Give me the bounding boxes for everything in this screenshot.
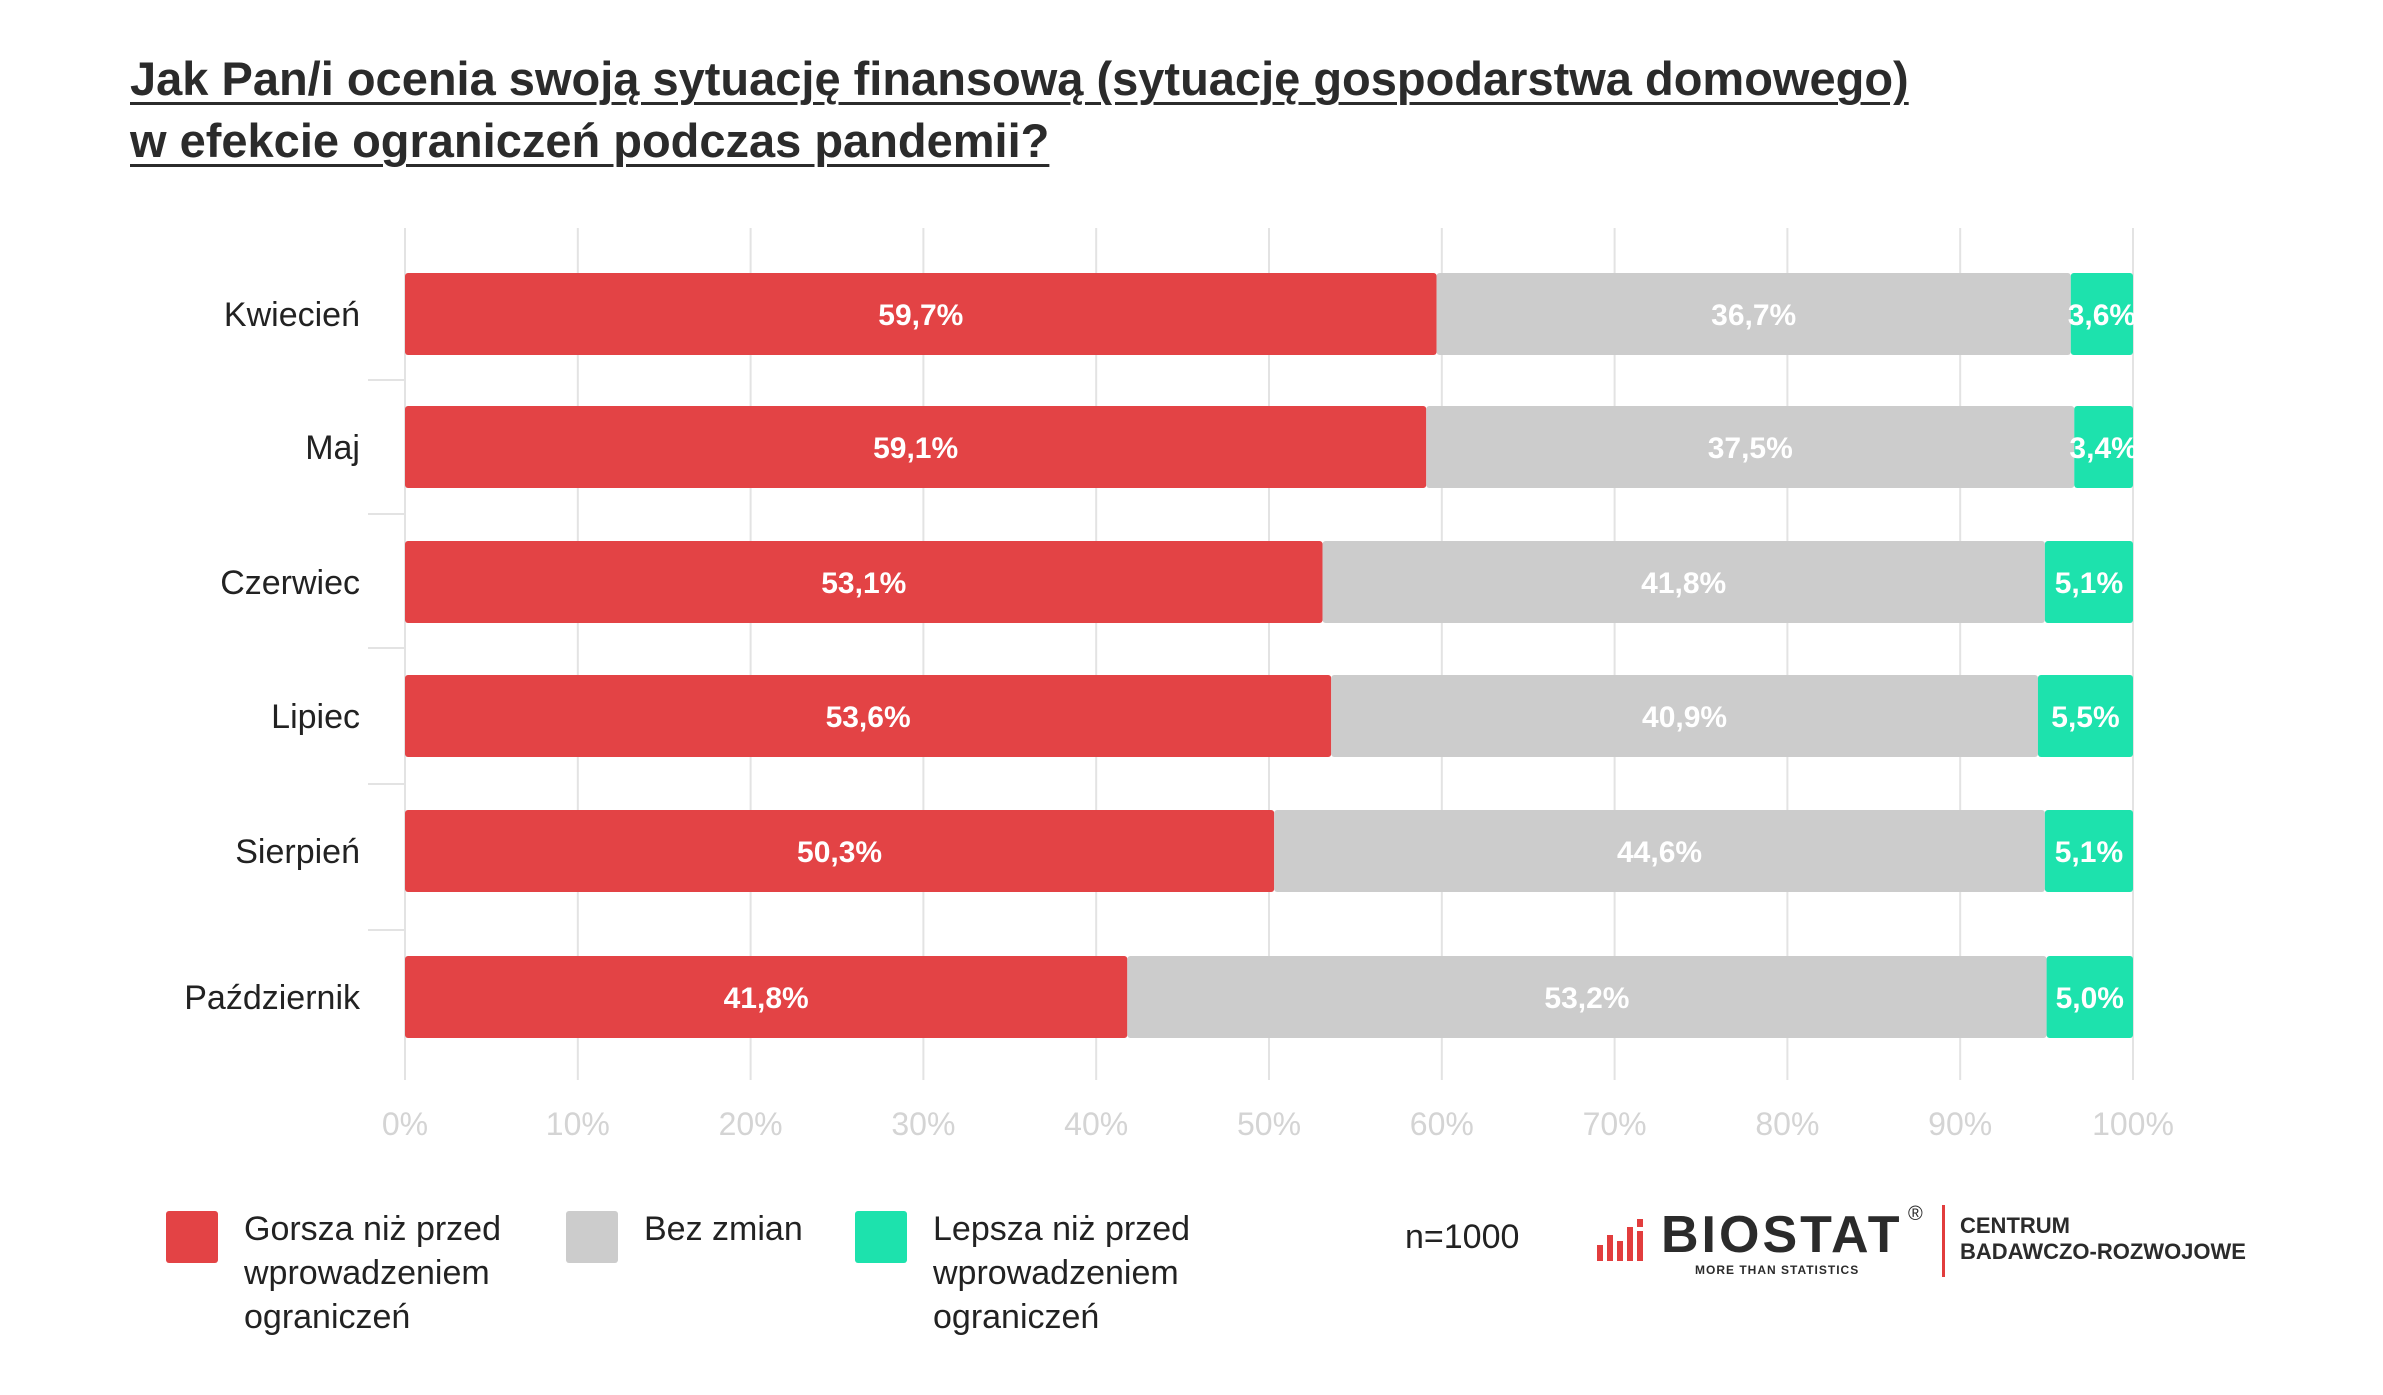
chart-title-line-1: Jak Pan/i ocenia swoją sytuację finansow…: [130, 52, 1909, 105]
bar-segment: [1331, 675, 2038, 757]
data-label: 53,1%: [821, 567, 906, 600]
chart-title: Jak Pan/i ocenia swoją sytuację finansow…: [130, 48, 2230, 172]
bar-segment: [2046, 956, 2133, 1038]
category-label: Czerwiec: [220, 564, 360, 602]
x-axis-ticks: 0% 10% 20% 30% 40% 50% 60% 70% 80% 90% 100%: [382, 1106, 2174, 1142]
data-label: 36,7%: [1711, 299, 1796, 332]
x-tick-label: 80%: [1755, 1106, 1819, 1142]
x-tick-label: 10%: [546, 1106, 610, 1142]
logo-division: CENTRUM BADAWCZO-ROZWOJOWE: [1960, 1213, 2246, 1265]
data-label: 53,6%: [826, 701, 911, 734]
bar-segment: [405, 956, 1128, 1038]
bars: 59,7% 36,7% 3,6% 59,1% 37,5% 3,4% 53,1% 41,8% 5,…: [405, 273, 2138, 1038]
data-label: 40,9%: [1642, 701, 1727, 734]
bar-segment: [1426, 406, 2075, 488]
x-tick-label: 60%: [1410, 1106, 1474, 1142]
category-label: Lipiec: [271, 698, 360, 736]
data-label: 3,4%: [2069, 432, 2137, 465]
data-label: 5,1%: [2055, 567, 2123, 600]
sample-size-label: n=1000: [1405, 1218, 1520, 1256]
biostat-logo: BIOSTAT ® MORE THAN STATISTICS CENTRUM B…: [1595, 1203, 2295, 1285]
bar-segment: [1127, 956, 2047, 1038]
bar-segment: [2070, 273, 2133, 355]
bar-segment: [2044, 541, 2133, 623]
bar-segment: [405, 273, 1437, 355]
bar-segment: [405, 810, 1275, 892]
bar-segment: [405, 406, 1427, 488]
logo-divider: [1942, 1205, 1945, 1277]
x-tick-label: 70%: [1583, 1106, 1647, 1142]
x-tick-label: 40%: [1064, 1106, 1128, 1142]
x-tick-label: 90%: [1928, 1106, 1992, 1142]
bar-segment: [1322, 541, 2045, 623]
category-label: Maj: [305, 429, 360, 467]
x-tick-label: 100%: [2092, 1106, 2174, 1142]
data-label: 50,3%: [797, 836, 882, 869]
x-tick-label: 20%: [719, 1106, 783, 1142]
logo-division-line-2: BADAWCZO-ROZWOJOWE: [1960, 1239, 2246, 1264]
x-tick-label: 0%: [382, 1106, 428, 1142]
bar-segment: [1274, 810, 2045, 892]
data-label: 5,5%: [2051, 701, 2119, 734]
data-label: 41,8%: [1641, 567, 1726, 600]
bar-segment: [2037, 675, 2133, 757]
data-label: 41,8%: [724, 982, 809, 1015]
logo-tagline: MORE THAN STATISTICS: [1695, 1263, 1860, 1277]
category-label: Kwiecień: [224, 296, 360, 334]
category-label: Sierpień: [235, 833, 360, 871]
logo-division-line-1: CENTRUM: [1960, 1213, 2070, 1238]
data-label: 53,2%: [1544, 982, 1629, 1015]
bar-segment: [405, 541, 1323, 623]
data-label: 59,7%: [878, 299, 963, 332]
data-label: 44,6%: [1617, 836, 1702, 869]
data-label: 5,0%: [2056, 982, 2124, 1015]
bar-segment: [405, 675, 1332, 757]
category-labels: Kwiecień Maj Czerwiec Lipiec Sierpień Paździe…: [184, 296, 361, 1017]
data-label: 37,5%: [1708, 432, 1793, 465]
bar-segment: [1436, 273, 2071, 355]
data-label: 59,1%: [873, 432, 958, 465]
data-label: 3,6%: [2068, 299, 2136, 332]
logo-registered-mark: ®: [1908, 1203, 1923, 1225]
x-tick-label: 50%: [1237, 1106, 1301, 1142]
chart-title-line-2: w efekcie ograniczeń podczas pandemii?: [130, 114, 1050, 167]
data-label: 5,1%: [2055, 836, 2123, 869]
bar-segment: [2074, 406, 2133, 488]
bar-segment: [2044, 810, 2133, 892]
grid-lines: [368, 228, 2134, 1080]
logo-wordmark: BIOSTAT: [1661, 1206, 1903, 1264]
x-tick-label: 30%: [891, 1106, 955, 1142]
logo-bars-icon: [1597, 1219, 1643, 1261]
category-label: Październik: [184, 979, 361, 1017]
